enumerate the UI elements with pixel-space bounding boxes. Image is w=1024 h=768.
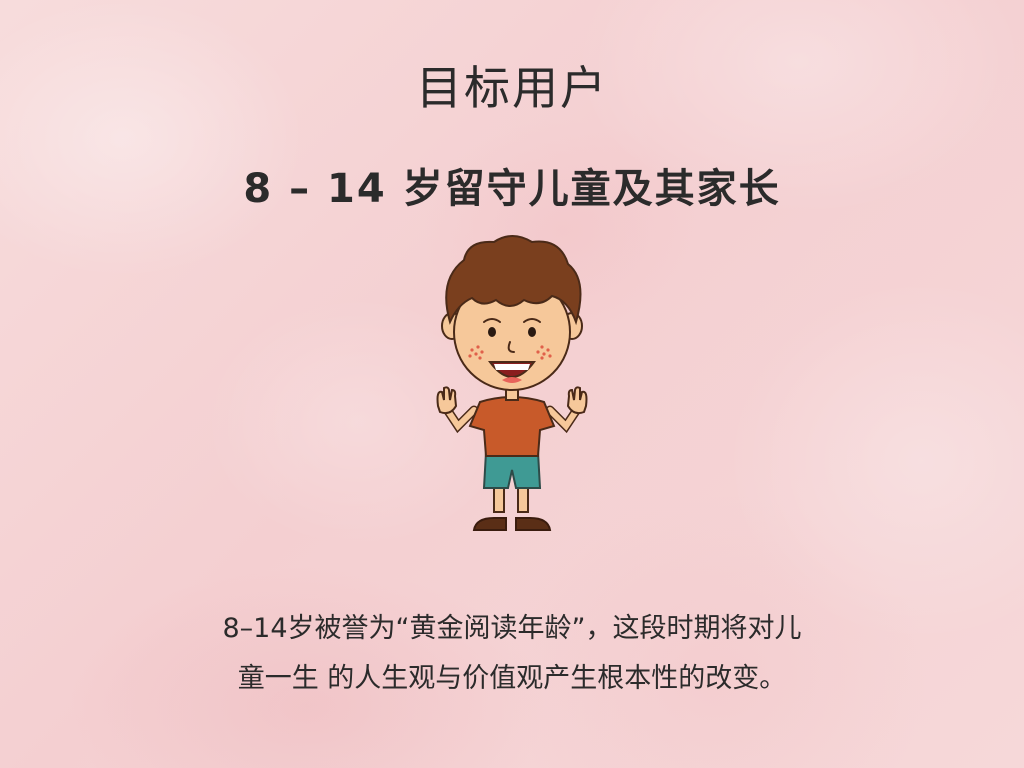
body-text: 8–14岁被誉为“黄金阅读年龄”，这段时期将对儿 童一生 的人生观与价值观产生根… — [130, 604, 894, 704]
body-text-line: 8–14岁被誉为“黄金阅读年龄”，这段时期将对儿 — [222, 613, 802, 644]
body-text-line: 童一生 的人生观与价值观产生根本性的改变。 — [237, 663, 787, 694]
slide-title: 目标用户 — [416, 61, 608, 115]
slide-subtitle: 8 – 14 岁留守儿童及其家长 — [243, 166, 781, 212]
smiling-boy-waving-illustration — [436, 235, 588, 531]
